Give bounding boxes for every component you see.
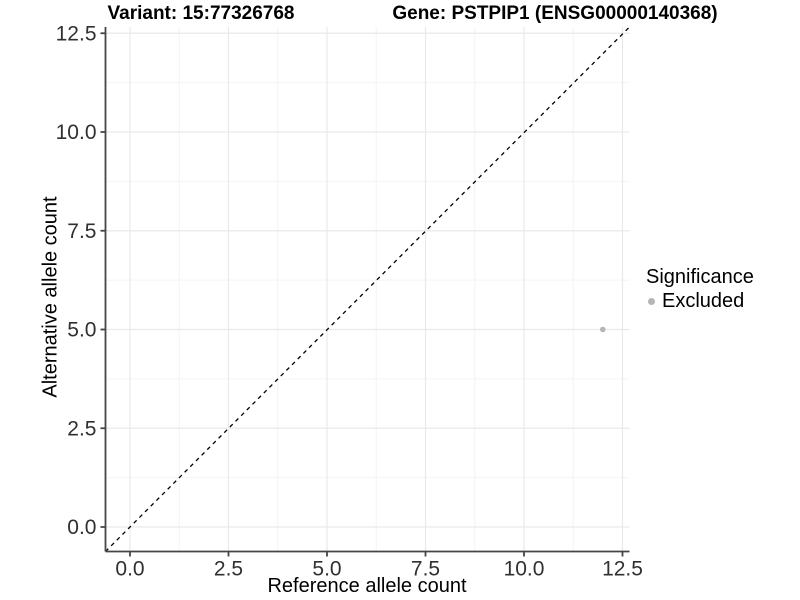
- y-tick-label: 7.5: [67, 220, 96, 243]
- legend-entry: Excluded: [646, 290, 754, 313]
- legend: Significance Excluded: [646, 266, 754, 313]
- identity-line: [105, 26, 630, 552]
- legend-title: Significance: [646, 266, 754, 288]
- y-tick-label: 5.0: [67, 319, 96, 342]
- legend-entry-label: Excluded: [662, 290, 745, 312]
- gene-title: Gene: PSTPIP1 (ENSG00000140368): [392, 3, 718, 24]
- y-tick-label: 2.5: [67, 417, 96, 440]
- legend-key-dot-icon: [648, 298, 655, 305]
- x-tick-label: 5.0: [312, 558, 341, 581]
- x-tick-label: 0.0: [115, 558, 144, 581]
- data-point: [600, 326, 606, 333]
- x-tick-label: 12.5: [602, 558, 643, 581]
- x-tick-label: 2.5: [214, 558, 243, 581]
- y-tick-label: 0.0: [67, 516, 96, 539]
- y-tick-label: 10.0: [56, 121, 97, 144]
- y-axis-title: Alternative allele count: [39, 196, 62, 398]
- variant-title: Variant: 15:77326768: [107, 3, 295, 24]
- x-axis-title: Reference allele count: [267, 575, 467, 597]
- x-tick-label: 10.0: [504, 558, 545, 581]
- x-tick-label: 7.5: [411, 558, 440, 581]
- y-tick-label: 12.5: [56, 22, 97, 45]
